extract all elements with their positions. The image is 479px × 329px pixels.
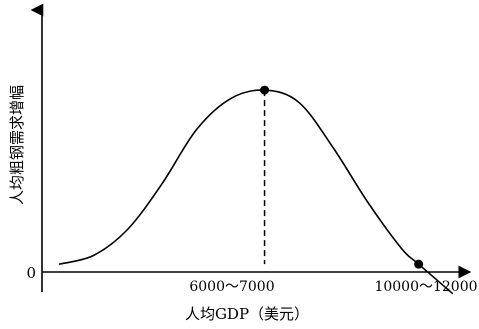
demand-growth-curve xyxy=(58,89,454,295)
zero-crossing-point xyxy=(414,259,424,269)
peak-point xyxy=(260,85,270,95)
origin-label: 0 xyxy=(26,264,36,282)
x-marker-label-zero-crossing: 10000～12000 xyxy=(374,279,477,295)
y-axis-label: 人均粗钢需求增幅 xyxy=(8,85,26,205)
x-marker-label-peak: 6000～7000 xyxy=(189,279,274,295)
x-axis-label: 人均GDP（美元） xyxy=(185,305,309,323)
